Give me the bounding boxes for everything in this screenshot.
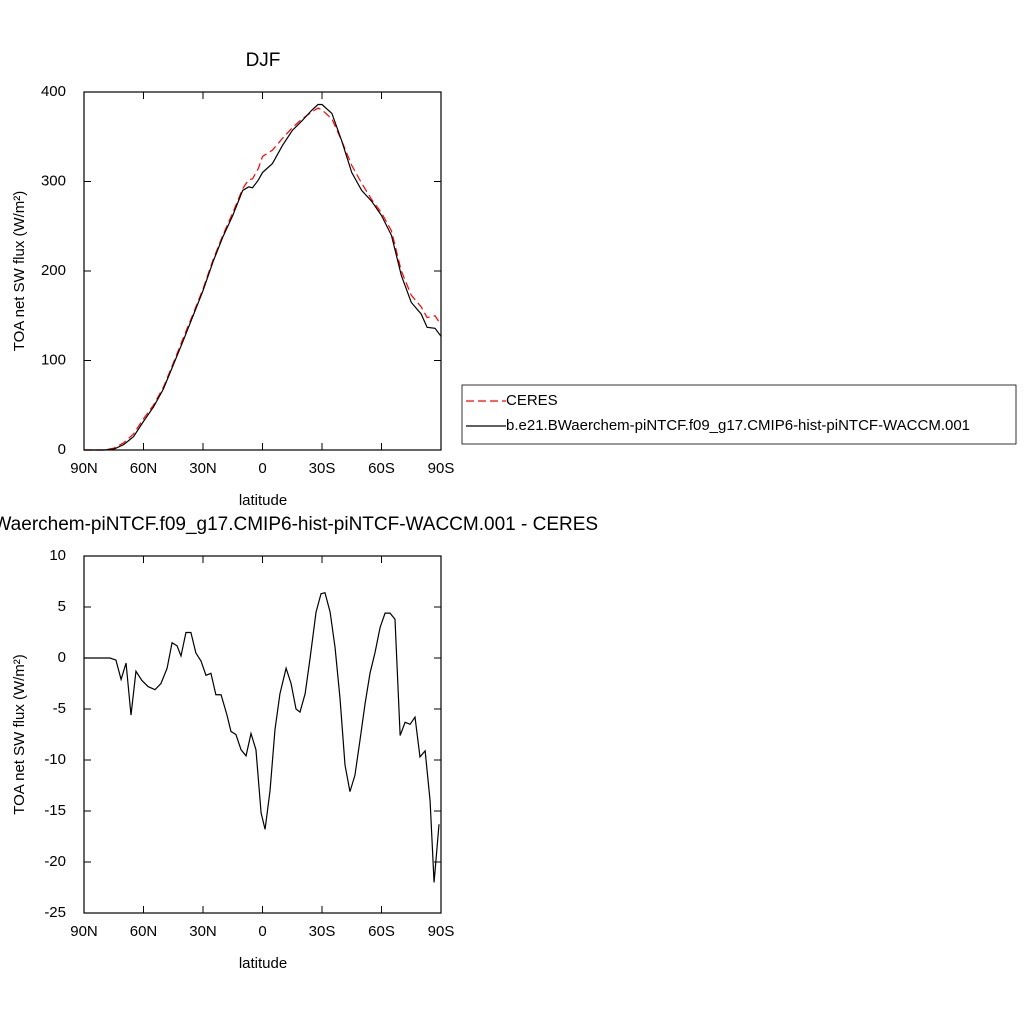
data-line xyxy=(84,103,442,451)
y-tick-label: 200 xyxy=(41,262,66,279)
x-tick-label: 0 xyxy=(258,923,266,940)
y-tick-label: 400 xyxy=(41,83,66,100)
x-tick-label: 90S xyxy=(428,923,455,940)
x-tick-label: 30S xyxy=(309,923,336,940)
chart-title: DJF xyxy=(246,50,281,71)
y-tick-label: -5 xyxy=(53,700,66,717)
y-tick-label: 0 xyxy=(58,649,66,666)
x-tick-label: 0 xyxy=(258,460,266,477)
x-tick-label: 60S xyxy=(368,923,395,940)
chart-title: b.e21.BWaerchem-piNTCF.f09_g17.CMIP6-his… xyxy=(0,514,598,535)
plot-frame xyxy=(83,91,442,451)
legend-label: CERES xyxy=(506,392,558,409)
legend-label: b.e21.BWaerchem-piNTCF.f09_g17.CMIP6-his… xyxy=(506,417,970,434)
y-tick-label: -25 xyxy=(44,904,66,921)
data-line xyxy=(84,591,440,883)
x-tick-label: 60S xyxy=(368,460,395,477)
x-tick-label: 90N xyxy=(70,460,98,477)
y-tick-label: 300 xyxy=(41,172,66,189)
y-axis-label: TOA net SW flux (W/m²) xyxy=(11,654,28,815)
y-tick-label: 5 xyxy=(58,598,66,615)
x-tick-label: 90S xyxy=(428,460,455,477)
y-tick-label: -20 xyxy=(44,853,66,870)
x-axis-label: latitude xyxy=(239,492,287,509)
x-tick-label: 30N xyxy=(189,460,217,477)
y-tick-label: 0 xyxy=(58,441,66,458)
x-tick-label: 90N xyxy=(70,923,98,940)
x-tick-label: 30N xyxy=(189,923,217,940)
y-axis-label: TOA net SW flux (W/m²) xyxy=(11,191,28,352)
y-tick-label: -15 xyxy=(44,802,66,819)
x-tick-label: 60N xyxy=(130,460,158,477)
x-tick-label: 30S xyxy=(309,460,336,477)
plot-frame xyxy=(83,555,442,914)
x-tick-label: 60N xyxy=(130,923,158,940)
y-tick-label: 10 xyxy=(49,547,66,564)
y-tick-label: -10 xyxy=(44,751,66,768)
x-axis-label: latitude xyxy=(239,955,287,972)
legend-box xyxy=(461,384,1017,445)
y-tick-label: 100 xyxy=(41,351,66,368)
data-line xyxy=(84,107,442,451)
